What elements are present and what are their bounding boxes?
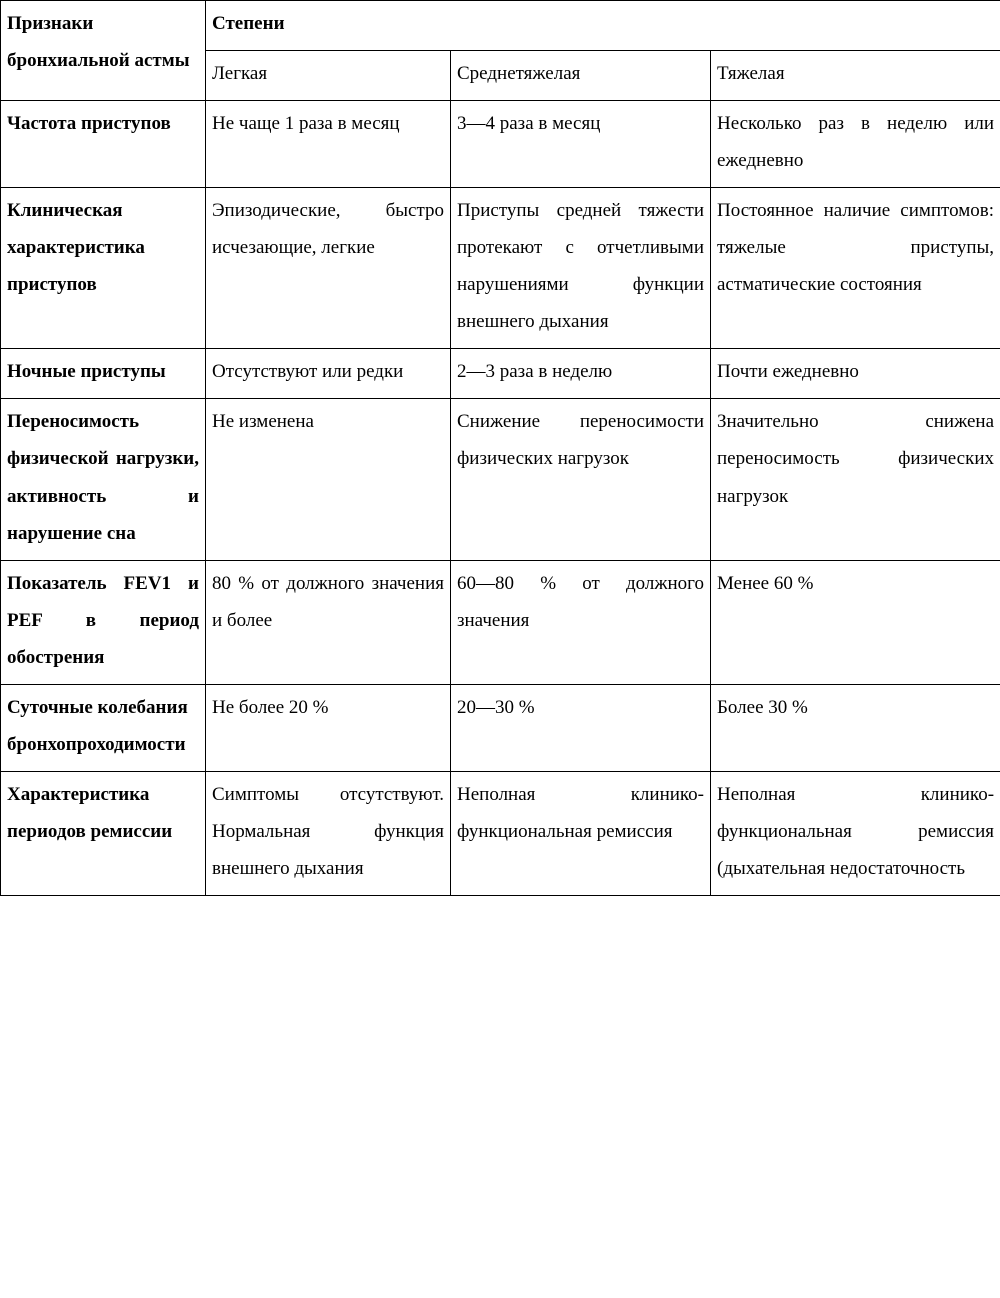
cell: Почти ежедневно xyxy=(711,349,1000,399)
row-label: Показатель FEV1 и PEF в период обострени… xyxy=(1,560,206,684)
cell: 3—4 раза в месяц xyxy=(451,101,711,188)
severity-mild: Легкая xyxy=(206,51,451,101)
cell: Неполная клинико-функциональная ремиссия… xyxy=(711,771,1000,895)
cell: Симптомы отсутствуют. Нормальная функция… xyxy=(206,771,451,895)
severity-moderate: Среднетяжелая xyxy=(451,51,711,101)
cell: 60—80 % от должного значения xyxy=(451,560,711,684)
cell: Эпизодические, быстро исчезающие, легкие xyxy=(206,188,451,349)
cell: Приступы средней тяжести протекают с отч… xyxy=(451,188,711,349)
table-row: Суточные колебания бронхопроходимости Не… xyxy=(1,684,1000,771)
table-row: Клиническая характеристика приступов Эпи… xyxy=(1,188,1000,349)
cell: Не чаще 1 раза в месяц xyxy=(206,101,451,188)
cell: Значительно снижена переносимость физиче… xyxy=(711,399,1000,560)
cell: Менее 60 % xyxy=(711,560,1000,684)
row-label: Характеристика периодов ремиссии xyxy=(1,771,206,895)
row-label: Частота приступов xyxy=(1,101,206,188)
table-row: Характеристика периодов ремиссии Симптом… xyxy=(1,771,1000,895)
cell: Несколько раз в неделю или ежедневно xyxy=(711,101,1000,188)
cell: 20—30 % xyxy=(451,684,711,771)
table-row: Ночные приступы Отсутствуют или редки 2—… xyxy=(1,349,1000,399)
cell: 80 % от должного значения и более xyxy=(206,560,451,684)
cell: Снижение переносимости физических нагруз… xyxy=(451,399,711,560)
row-label: Клиническая характеристика приступов xyxy=(1,188,206,349)
table-row: Показатель FEV1 и PEF в период обострени… xyxy=(1,560,1000,684)
cell: Отсутствуют или редки xyxy=(206,349,451,399)
cell: Неполная клинико-функциональная ремиссия xyxy=(451,771,711,895)
table-header-row-1: Признаки бронхиальной астмы Степени xyxy=(1,1,1000,51)
row-label: Суточные колебания бронхопроходимости xyxy=(1,684,206,771)
header-group-label: Степени xyxy=(206,1,1000,51)
table-row: Частота приступов Не чаще 1 раза в месяц… xyxy=(1,101,1000,188)
cell: Более 30 % xyxy=(711,684,1000,771)
cell: 2—3 раза в неделю xyxy=(451,349,711,399)
row-label: Ночные приступы xyxy=(1,349,206,399)
asthma-severity-table: Признаки бронхиальной астмы Степени Легк… xyxy=(0,0,1000,896)
severity-severe: Тяжелая xyxy=(711,51,1000,101)
cell: Не более 20 % xyxy=(206,684,451,771)
cell: Постоянное наличие симптомов: тяжелые пр… xyxy=(711,188,1000,349)
table-row: Переносимость физической нагрузки, актив… xyxy=(1,399,1000,560)
row-label: Переносимость физической нагрузки, актив… xyxy=(1,399,206,560)
cell: Не изменена xyxy=(206,399,451,560)
header-row-label: Признаки бронхиальной астмы xyxy=(1,1,206,101)
